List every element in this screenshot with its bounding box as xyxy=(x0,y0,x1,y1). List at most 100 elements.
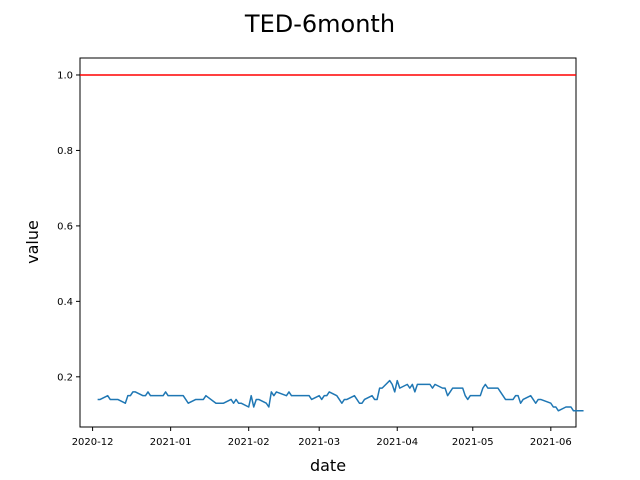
y-tick-label: 0.6 xyxy=(57,221,73,232)
y-tick-label: 1.0 xyxy=(57,70,73,81)
data-point xyxy=(195,399,196,400)
data-point xyxy=(112,399,113,400)
data-point xyxy=(535,403,536,404)
data-point xyxy=(502,395,503,396)
data-point xyxy=(565,406,566,407)
data-point xyxy=(452,388,453,389)
data-point xyxy=(550,403,551,404)
x-tick-label: 2021-04 xyxy=(376,437,418,448)
data-point xyxy=(326,395,327,396)
series-layer xyxy=(97,379,584,412)
data-point xyxy=(223,403,224,404)
data-point xyxy=(444,388,445,389)
data-point xyxy=(236,399,237,400)
data-point xyxy=(273,395,274,396)
data-point xyxy=(359,403,360,404)
data-point xyxy=(258,399,259,400)
data-point xyxy=(311,399,312,400)
data-point xyxy=(356,399,357,400)
data-point xyxy=(147,391,148,392)
data-point xyxy=(434,384,435,385)
x-tick-label: 2021-03 xyxy=(298,437,340,448)
data-point xyxy=(467,399,468,400)
data-point xyxy=(142,395,143,396)
data-point xyxy=(309,395,310,396)
data-point xyxy=(160,395,161,396)
data-point xyxy=(374,399,375,400)
data-point xyxy=(291,395,292,396)
data-point xyxy=(583,410,584,411)
data-point xyxy=(553,406,554,407)
data-point xyxy=(251,395,252,396)
data-point xyxy=(447,395,448,396)
data-point xyxy=(117,399,118,400)
data-point xyxy=(230,399,231,400)
data-point xyxy=(339,399,340,400)
data-point xyxy=(558,410,559,411)
data-point xyxy=(465,395,466,396)
data-point xyxy=(392,384,393,385)
data-point xyxy=(293,395,294,396)
data-point xyxy=(371,395,372,396)
data-point xyxy=(538,399,539,400)
data-point xyxy=(377,399,378,400)
data-point xyxy=(432,388,433,389)
data-point xyxy=(427,384,428,385)
data-point xyxy=(382,388,383,389)
data-point xyxy=(344,399,345,400)
data-point xyxy=(107,395,108,396)
data-point xyxy=(424,384,425,385)
data-point xyxy=(500,391,501,392)
data-point xyxy=(477,395,478,396)
data-point xyxy=(460,388,461,389)
data-point xyxy=(233,403,234,404)
data-point xyxy=(268,406,269,407)
data-point xyxy=(256,399,257,400)
data-point xyxy=(409,388,410,389)
data-point xyxy=(110,399,111,400)
data-point xyxy=(530,395,531,396)
plot-area: 2020-12 2021-01 2021-02 2021-03 2021-04 2021-… xyxy=(57,57,584,448)
data-point xyxy=(321,399,322,400)
data-point xyxy=(354,395,355,396)
data-point xyxy=(324,395,325,396)
data-point xyxy=(132,391,133,392)
data-point xyxy=(533,399,534,400)
data-point xyxy=(286,395,287,396)
data-point xyxy=(336,395,337,396)
data-point xyxy=(487,388,488,389)
data-point xyxy=(180,395,181,396)
data-point xyxy=(238,403,239,404)
data-point xyxy=(266,403,267,404)
plot-frame xyxy=(79,57,577,428)
data-point xyxy=(397,380,398,381)
y-tick-label: 0.2 xyxy=(57,372,73,383)
data-point xyxy=(188,403,189,404)
data-point xyxy=(497,388,498,389)
data-point xyxy=(399,388,400,389)
data-point xyxy=(183,395,184,396)
data-point xyxy=(517,395,518,396)
data-point xyxy=(215,403,216,404)
data-point xyxy=(346,399,347,400)
data-point xyxy=(364,399,365,400)
data-point xyxy=(127,395,128,396)
data-point xyxy=(573,410,574,411)
data-point xyxy=(417,384,418,385)
data-point xyxy=(361,403,362,404)
data-point xyxy=(480,395,481,396)
data-point xyxy=(248,406,249,407)
data-point xyxy=(485,384,486,385)
data-point xyxy=(482,388,483,389)
data-point xyxy=(145,395,146,396)
data-point xyxy=(329,391,330,392)
data-point xyxy=(555,406,556,407)
data-point xyxy=(115,399,116,400)
data-point xyxy=(414,391,415,392)
data-point xyxy=(379,388,380,389)
x-tick-label: 2021-02 xyxy=(228,437,270,448)
data-point xyxy=(168,395,169,396)
data-point xyxy=(200,399,201,400)
data-point xyxy=(319,395,320,396)
data-point xyxy=(341,403,342,404)
